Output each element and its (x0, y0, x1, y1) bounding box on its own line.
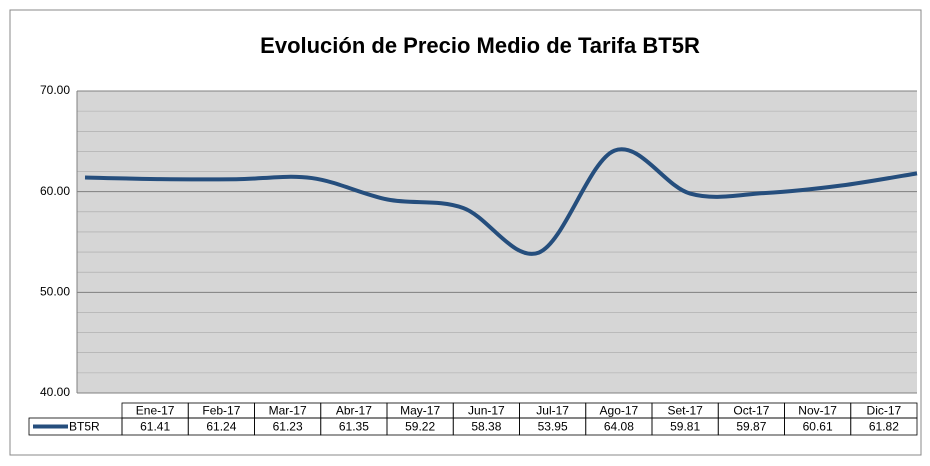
table-value: 59.87 (736, 420, 766, 434)
x-tick-label: Feb-17 (202, 404, 240, 418)
y-tick-label: 50.00 (40, 285, 70, 299)
table-value: 61.41 (140, 420, 170, 434)
table-value: 61.35 (339, 420, 369, 434)
y-tick-label: 60.00 (40, 184, 70, 198)
table-value: 58.38 (471, 420, 501, 434)
x-tick-label: Jul-17 (536, 404, 569, 418)
x-tick-label: Oct-17 (733, 404, 769, 418)
x-tick-label: Ago-17 (600, 404, 639, 418)
table-value: 61.23 (273, 420, 303, 434)
line-series (84, 147, 918, 256)
x-tick-label: Set-17 (667, 404, 703, 418)
table-value: 53.95 (538, 420, 568, 434)
x-tick-label: May-17 (400, 404, 440, 418)
x-tick-label: Dic-17 (867, 404, 902, 418)
legend-label: BT5R (69, 420, 100, 434)
x-tick-label: Ene-17 (136, 404, 175, 418)
table-cell (850, 417, 918, 436)
x-tick-label: Nov-17 (798, 404, 837, 418)
table-value: 59.81 (670, 420, 700, 434)
x-tick-label: Mar-17 (269, 404, 307, 418)
table-value: 60.61 (803, 420, 833, 434)
x-tick-label: Jun-17 (468, 404, 505, 418)
table-value: 64.08 (604, 420, 634, 434)
x-tick-label: Abr-17 (336, 404, 372, 418)
table-value: 59.22 (405, 420, 435, 434)
table-value: 61.24 (206, 420, 236, 434)
y-tick-label: 40.00 (40, 385, 70, 399)
table-value: 61.82 (869, 420, 899, 434)
chart-title: Evolución de Precio Medio de Tarifa BT5R (260, 33, 700, 58)
plot-area (77, 91, 917, 393)
y-tick-label: 70.00 (40, 83, 70, 97)
